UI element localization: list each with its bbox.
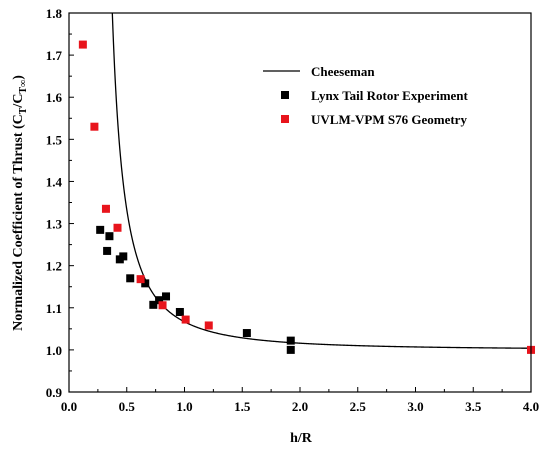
uvlm-point <box>101 204 110 213</box>
uvlm-point <box>136 275 145 284</box>
y-tick-label: 1.5 <box>46 132 63 147</box>
lynx-point <box>286 336 295 345</box>
lynx-point <box>141 279 150 288</box>
y-tick-label: 1.0 <box>46 343 62 358</box>
y-tick-label: 1.2 <box>46 259 62 274</box>
y-axis-title-prefix: Normalized Coefficient of Thrust (C <box>11 114 26 331</box>
uvlm-point <box>90 122 99 131</box>
lynx-point <box>126 274 135 283</box>
legend: Cheeseman Lynx Tail Rotor Experiment UVL… <box>263 64 469 127</box>
y-axis-title-sub-2: T∞ <box>18 80 29 94</box>
y-tick-label: 1.3 <box>46 217 63 232</box>
lynx-point <box>162 292 171 301</box>
x-tick-label: 0.5 <box>119 399 136 414</box>
x-axis-ticks: 0.0 0.5 1.0 1.5 2.0 2.5 3.0 3.5 4.0 <box>61 387 539 414</box>
x-tick-label: 3.5 <box>465 399 482 414</box>
y-axis-title: Normalized Coefficient of Thrust (CT/CT∞… <box>11 75 29 331</box>
uvlm-point <box>78 40 87 49</box>
lynx-point <box>149 300 158 309</box>
lynx-point <box>155 296 164 305</box>
lynx-point <box>242 329 251 338</box>
lynx-point <box>286 345 295 354</box>
y-tick-label: 1.1 <box>46 301 62 316</box>
lynx-point <box>175 307 184 316</box>
x-tick-label: 3.0 <box>407 399 423 414</box>
lynx-point <box>103 246 112 255</box>
x-axis-title: h/R <box>290 431 313 446</box>
uvlm-point <box>181 315 190 324</box>
uvlm-point <box>204 321 213 330</box>
plot-frame <box>68 12 532 393</box>
y-tick-label: 1.7 <box>46 48 63 63</box>
y-axis-title-mid: /C <box>11 94 26 109</box>
x-tick-label: 4.0 <box>523 399 539 414</box>
x-tick-label: 2.5 <box>350 399 367 414</box>
legend-label-uvlm: UVLM-VPM S76 Geometry <box>311 112 467 127</box>
legend-label-lynx: Lynx Tail Rotor Experiment <box>311 88 469 103</box>
y-axis-title-sub-1: T <box>18 107 29 114</box>
y-tick-label: 0.9 <box>46 385 63 400</box>
legend-marker-uvlm <box>281 115 289 123</box>
y-tick-label: 1.6 <box>46 90 63 105</box>
legend-label-cheeseman: Cheeseman <box>311 64 375 79</box>
y-axis-ticks: 0.9 1.0 1.1 1.2 1.3 1.4 1.5 1.6 1.7 1.8 <box>46 6 74 400</box>
lynx-point <box>105 232 114 241</box>
y-axis-title-suffix: ) <box>11 75 26 80</box>
x-tick-label: 1.0 <box>176 399 192 414</box>
y-tick-label: 1.8 <box>46 6 63 21</box>
x-tick-label: 1.5 <box>234 399 251 414</box>
legend-marker-lynx <box>281 91 289 99</box>
x-tick-label: 2.0 <box>292 399 308 414</box>
uvlm-point <box>113 223 122 232</box>
uvlm-point <box>158 301 167 310</box>
lynx-point <box>96 225 105 234</box>
x-tick-label: 0.0 <box>61 399 77 414</box>
y-tick-label: 1.4 <box>46 174 63 189</box>
lynx-point <box>119 252 128 261</box>
